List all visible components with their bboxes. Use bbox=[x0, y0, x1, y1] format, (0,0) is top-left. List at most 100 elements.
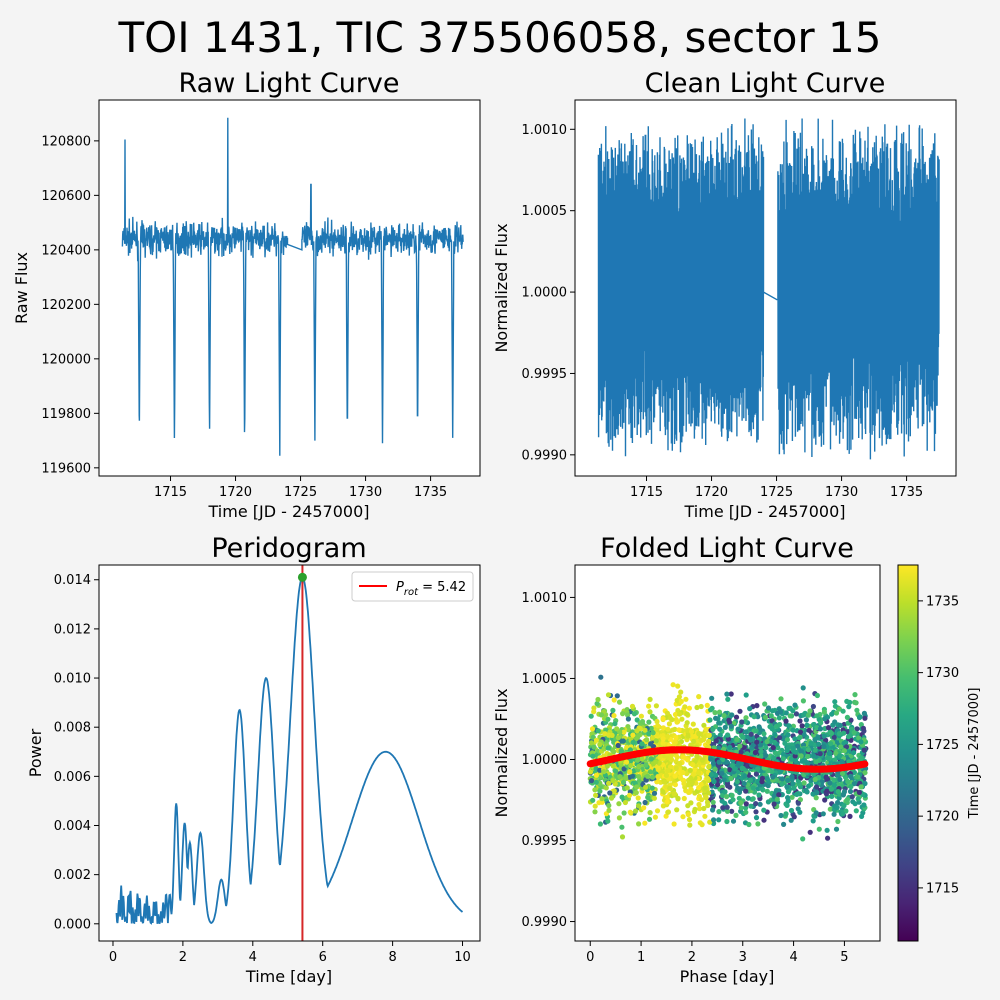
y-tick-label: 0.014 bbox=[54, 573, 91, 588]
folded-point bbox=[721, 777, 727, 783]
folded-point bbox=[813, 759, 819, 765]
folded-point bbox=[832, 757, 838, 763]
folded-point bbox=[859, 813, 865, 820]
folded-point bbox=[777, 721, 783, 728]
folded-point bbox=[631, 768, 637, 774]
folded-point bbox=[817, 726, 824, 732]
folded-point bbox=[833, 826, 840, 832]
folded-point bbox=[774, 710, 781, 717]
folded-point bbox=[734, 736, 740, 743]
folded-point bbox=[839, 770, 846, 777]
folded-point bbox=[844, 714, 851, 721]
raw-x-label: Time [JD - 2457000] bbox=[208, 502, 370, 521]
folded-point bbox=[631, 711, 638, 717]
folded-point bbox=[818, 720, 824, 726]
folded-point bbox=[769, 726, 775, 732]
folded-point bbox=[609, 732, 615, 739]
folded-point bbox=[801, 780, 807, 786]
y-tick-label: 1.0005 bbox=[522, 204, 568, 219]
folded-point bbox=[665, 809, 671, 815]
folded-point bbox=[606, 780, 612, 786]
folded-point bbox=[813, 810, 819, 816]
folded-point bbox=[654, 718, 660, 725]
folded-point bbox=[708, 756, 714, 762]
folded-point bbox=[795, 800, 802, 806]
x-tick-label: 8 bbox=[388, 950, 396, 965]
folded-point bbox=[755, 821, 761, 827]
folded-point bbox=[805, 747, 811, 753]
folded-point bbox=[736, 795, 742, 801]
folded-point bbox=[835, 781, 842, 788]
folded-point bbox=[634, 728, 640, 734]
folded-point bbox=[636, 821, 642, 827]
folded-point bbox=[728, 691, 734, 697]
folded-point bbox=[660, 716, 666, 722]
folded-point bbox=[832, 699, 838, 705]
folded-point bbox=[804, 722, 810, 728]
folded-point bbox=[729, 792, 735, 799]
folded-point bbox=[698, 797, 705, 803]
colorbar-tick-label: 1720 bbox=[926, 810, 959, 825]
folded-point bbox=[680, 814, 686, 820]
folded-point bbox=[825, 725, 832, 731]
folded-point bbox=[685, 811, 691, 818]
folded-point bbox=[610, 707, 616, 714]
clean-flux-line bbox=[597, 118, 940, 460]
folded-point bbox=[668, 752, 675, 759]
clean-panel-title: Clean Light Curve bbox=[645, 68, 886, 99]
y-tick-label: 120400 bbox=[41, 243, 91, 258]
folded-point bbox=[639, 741, 645, 747]
folded-point bbox=[673, 765, 679, 771]
folded-point bbox=[648, 741, 654, 747]
folded-point bbox=[614, 693, 620, 699]
folded-point bbox=[675, 796, 681, 802]
periodogram-legend: Prot = 5.42 bbox=[351, 571, 474, 602]
folded-point bbox=[805, 712, 812, 718]
folded-point bbox=[753, 809, 759, 815]
folded-point bbox=[848, 717, 854, 723]
folded-point bbox=[725, 732, 731, 738]
folded-point bbox=[840, 811, 846, 817]
folded-point bbox=[844, 796, 851, 803]
folded-point bbox=[733, 714, 740, 720]
folded-point bbox=[651, 790, 658, 797]
folded-point bbox=[660, 725, 667, 731]
folded-point bbox=[782, 740, 788, 746]
folded-point bbox=[743, 715, 749, 721]
folded-point bbox=[822, 716, 828, 722]
folded-axes-frame bbox=[574, 564, 881, 942]
folded-point bbox=[753, 801, 759, 807]
folded-point bbox=[634, 717, 640, 723]
folded-point bbox=[676, 694, 683, 700]
folded-point bbox=[725, 696, 731, 702]
y-tick-label: 0.9990 bbox=[522, 915, 568, 930]
folded-point bbox=[783, 718, 789, 724]
folded-point bbox=[699, 757, 706, 763]
folded-point bbox=[593, 779, 599, 785]
folded-point bbox=[742, 773, 748, 779]
folded-point bbox=[725, 736, 732, 742]
folded-point bbox=[761, 817, 767, 823]
folded-y-ticks: 0.9990 0.9995 1.0000 1.0005 1.0010 bbox=[522, 591, 575, 930]
folded-point bbox=[829, 711, 835, 717]
folded-point bbox=[599, 796, 605, 802]
folded-point bbox=[706, 790, 712, 796]
folded-point bbox=[862, 780, 868, 787]
folded-point bbox=[722, 724, 728, 731]
folded-point bbox=[616, 815, 623, 821]
folded-point bbox=[595, 696, 601, 703]
folded-point bbox=[633, 790, 639, 796]
folded-point bbox=[823, 774, 829, 780]
folded-point bbox=[625, 724, 631, 730]
folded-point bbox=[783, 811, 789, 817]
folded-point bbox=[771, 801, 777, 807]
folded-point bbox=[592, 809, 598, 815]
folded-point bbox=[646, 703, 652, 709]
folded-point bbox=[629, 703, 636, 710]
folded-point bbox=[611, 697, 617, 703]
folded-point bbox=[821, 744, 827, 750]
folded-point bbox=[835, 773, 841, 779]
folded-point bbox=[821, 709, 828, 715]
folded-point bbox=[729, 808, 735, 814]
